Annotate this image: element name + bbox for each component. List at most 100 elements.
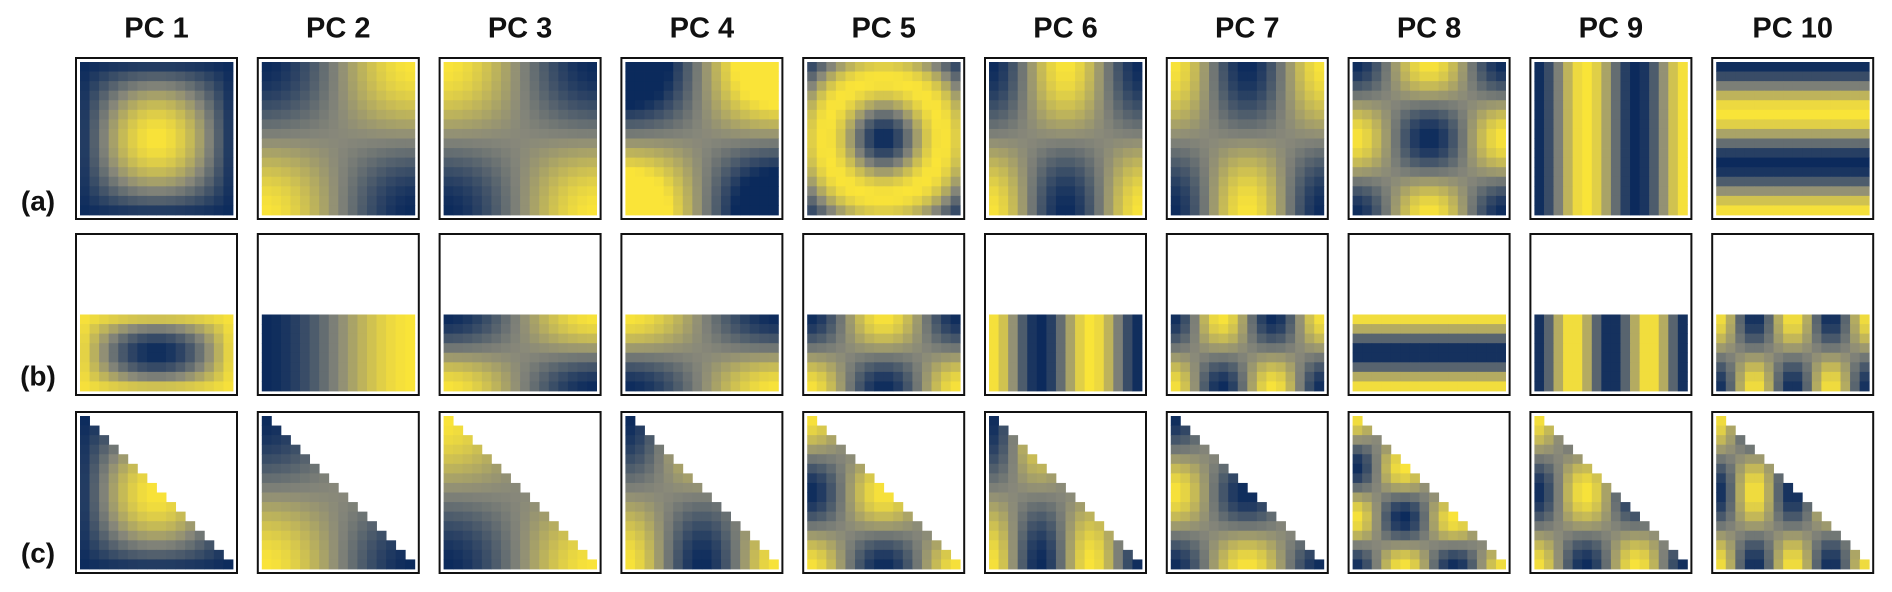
heatmap-cell [768,333,779,344]
heatmap-cell [1275,314,1286,325]
heatmap-cell [472,381,483,392]
heatmap-cell [1209,186,1220,197]
heatmap-cell [520,521,531,532]
heatmap-cell [1534,119,1545,130]
heatmap-cell [1840,167,1851,178]
heatmap-cell [692,492,703,503]
heatmap-cell [1170,71,1181,82]
heatmap-cell [261,90,272,101]
heatmap-cell [1103,109,1114,120]
heatmap-cell [89,109,100,120]
heatmap-cell [1314,157,1325,168]
heatmap-cell [472,362,483,373]
heatmap-cell [1419,81,1430,92]
heatmap-cell [587,81,597,92]
heatmap-cell [1773,90,1784,101]
heatmap-cell [1610,119,1621,130]
heatmap-cell [280,473,291,484]
heatmap-cell [156,157,167,168]
heatmap-cell [1199,195,1210,206]
heatmap-cell [1055,482,1066,493]
heatmap-cell [1543,324,1554,335]
heatmap-cell [1008,444,1019,455]
heatmap-cell [989,482,999,493]
heatmap-cell [673,482,684,493]
heatmap-cell [280,148,291,159]
heatmap-cell [166,343,177,354]
heatmap-cell [893,362,904,373]
heatmap-cell [1649,62,1660,72]
heatmap-cell [567,176,578,187]
heatmap-cell [941,176,952,187]
heatmap-cell [768,62,779,72]
heatmap-cell [845,492,856,503]
heatmap-cell [1103,81,1114,92]
heatmap-cell [1247,176,1258,187]
heatmap-cell [1113,362,1124,373]
heatmap-cell [357,352,368,363]
heatmap-cell [654,90,665,101]
heatmap-cell [768,362,779,373]
heatmap-cell [1314,167,1325,178]
heatmap-cell [730,157,741,168]
heatmap-cell [1247,343,1258,354]
heatmap-cell [1582,167,1593,178]
heatmap-cell [711,540,722,551]
heatmap-cell [481,148,492,159]
heatmap-cell [1352,119,1363,130]
heatmap-cell [1170,492,1181,503]
heatmap-cell [510,559,521,570]
heatmap-cell [1496,176,1506,187]
heatmap-cell [587,62,597,72]
heatmap-cell [644,157,655,168]
heatmap-cell [1352,530,1363,541]
heatmap-cell [1409,90,1420,101]
panel [438,233,602,396]
heatmap-cell [1065,100,1076,111]
heatmap-cell [1122,186,1133,197]
heatmap-cell [749,119,760,130]
heatmap-cell [883,362,894,373]
heatmap-cell [740,100,751,111]
heatmap-cell [1668,314,1679,325]
heatmap-cell [634,62,645,72]
heatmap-cell [1065,511,1076,522]
heatmap-cell [1457,540,1468,551]
heatmap-cell [1438,138,1449,149]
heatmap-cell [941,167,952,178]
heatmap-cell [319,62,330,72]
heatmap-cell [357,157,368,168]
heatmap-cell [1304,100,1315,111]
heatmap-cell [118,128,129,139]
heatmap-cell [1199,128,1210,139]
heatmap-cell [175,371,186,382]
heatmap-cell [395,148,406,159]
heatmap-cell [194,205,205,216]
heatmap-cell [462,167,473,178]
heatmap-cell [1113,167,1124,178]
heatmap-cell [1496,314,1506,325]
heatmap-cell [1419,343,1430,354]
heatmap-cell [625,81,636,92]
heatmap-cell [1563,119,1574,130]
heatmap-cell [1811,100,1822,111]
heatmap-cell [1792,371,1803,382]
heatmap-cell [1811,205,1822,216]
heatmap-cell [386,371,397,382]
heatmap-cell [1486,71,1497,82]
heatmap-cell [749,314,760,325]
heatmap-cell [931,362,942,373]
heatmap-cell [845,324,856,335]
heatmap-cell [1448,352,1459,363]
heatmap-cell [99,71,110,82]
heatmap-cell [816,71,827,82]
heatmap-cell [1285,195,1296,206]
heatmap-cell [453,314,464,325]
heatmap-cell [902,167,913,178]
heatmap-cell [271,502,282,513]
heatmap-cell [1773,81,1784,92]
heatmap-cell [1830,81,1841,92]
heatmap-cell [1008,540,1019,551]
heatmap-cell [1256,352,1267,363]
heatmap-cell [80,530,90,541]
